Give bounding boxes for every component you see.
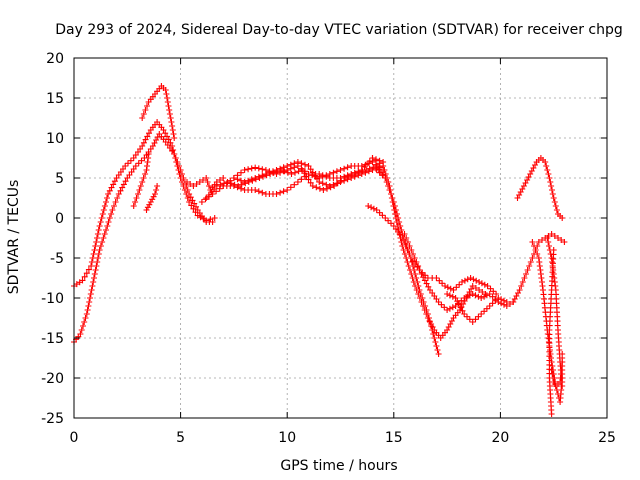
y-axis-label: SDTVAR / TECUs [6, 180, 22, 295]
y-tick-label: 15 [46, 91, 64, 107]
series-track-15 [444, 291, 510, 325]
x-tick-label: 5 [176, 430, 185, 446]
series-layer [71, 83, 568, 417]
chart-title: Day 293 of 2024, Sidereal Day-to-day VTE… [55, 22, 623, 38]
series-track-3 [139, 83, 178, 141]
data-points [184, 175, 227, 193]
x-tick-label: 0 [70, 430, 79, 446]
data-points [365, 203, 442, 357]
series-track-10 [230, 159, 387, 189]
data-points [546, 247, 557, 417]
x-axis-label: GPS time / hours [280, 458, 397, 474]
y-tick-label: -20 [41, 371, 64, 387]
series-track-16 [510, 231, 568, 305]
plot-frame [73, 57, 608, 419]
series-track-4 [130, 151, 152, 209]
series-track-13 [365, 203, 442, 357]
y-tick-label: 0 [55, 211, 64, 227]
data-points [139, 83, 178, 141]
y-tick-label: -10 [41, 291, 64, 307]
x-tick-label: 25 [598, 430, 616, 446]
x-tick-label: 15 [385, 430, 403, 446]
data-points [143, 183, 161, 213]
x-tick-label: 10 [278, 430, 296, 446]
y-tick-label: 10 [46, 131, 64, 147]
data-points [401, 231, 517, 313]
y-tick-label: -15 [41, 331, 64, 347]
series-track-9 [220, 155, 387, 197]
data-points [510, 231, 568, 305]
y-tick-label: 20 [46, 51, 64, 67]
series-track-17 [514, 155, 566, 221]
data-points [220, 155, 387, 197]
series-track-8 [203, 163, 389, 201]
axis-ticks: 0 5 10 15 20 25 -25 -20 -15 -10 -5 0 5 10 15 20 [41, 51, 616, 446]
data-points [514, 155, 566, 221]
series-track-21 [546, 247, 557, 417]
data-points [230, 159, 387, 189]
series-track-5 [143, 183, 161, 213]
data-points [203, 163, 389, 201]
y-tick-label: -5 [50, 251, 64, 267]
y-tick-label: 5 [55, 171, 64, 187]
x-tick-label: 20 [491, 430, 509, 446]
series-track-14 [401, 231, 517, 313]
series-track-6 [184, 175, 227, 193]
y-tick-label: -25 [41, 411, 64, 427]
data-points [130, 151, 152, 209]
data-points [444, 291, 510, 325]
